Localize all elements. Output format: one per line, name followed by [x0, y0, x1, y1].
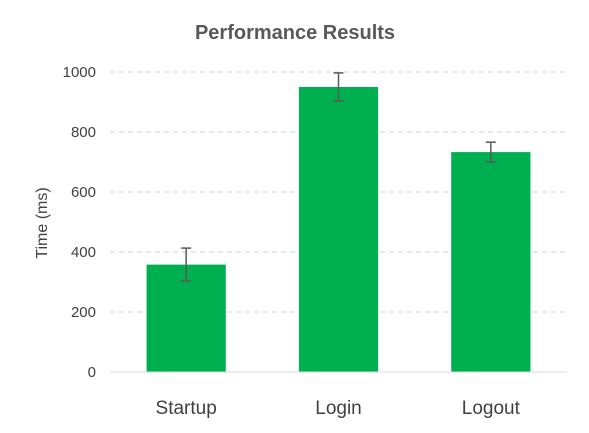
- y-tick-label: 800: [71, 124, 96, 141]
- bar-logout: [451, 152, 531, 372]
- y-tick-label: 1000: [63, 64, 96, 81]
- bar-login: [298, 87, 379, 372]
- bars: [146, 87, 531, 372]
- y-tick-label: 600: [71, 184, 96, 201]
- x-tick-label: Startup: [156, 398, 217, 419]
- error-bar-login: [333, 72, 344, 102]
- chart-title: Performance Results: [195, 22, 395, 44]
- y-tick-label: 0: [88, 364, 96, 381]
- x-tick-label: Login: [315, 398, 362, 419]
- x-tick-label: Logout: [462, 398, 521, 419]
- bar-startup: [146, 264, 226, 372]
- error-bar-logout: [485, 141, 496, 163]
- y-tick-label: 400: [71, 244, 96, 261]
- y-axis-label: Time (ms): [34, 187, 51, 258]
- y-tick-label: 200: [71, 304, 96, 321]
- x-axis-ticks: Startup Login Logout: [156, 398, 521, 419]
- error-bar-startup: [181, 247, 192, 282]
- error-bars: [181, 72, 496, 282]
- y-axis-ticks: 0 200 400 600 800 1000: [63, 64, 96, 381]
